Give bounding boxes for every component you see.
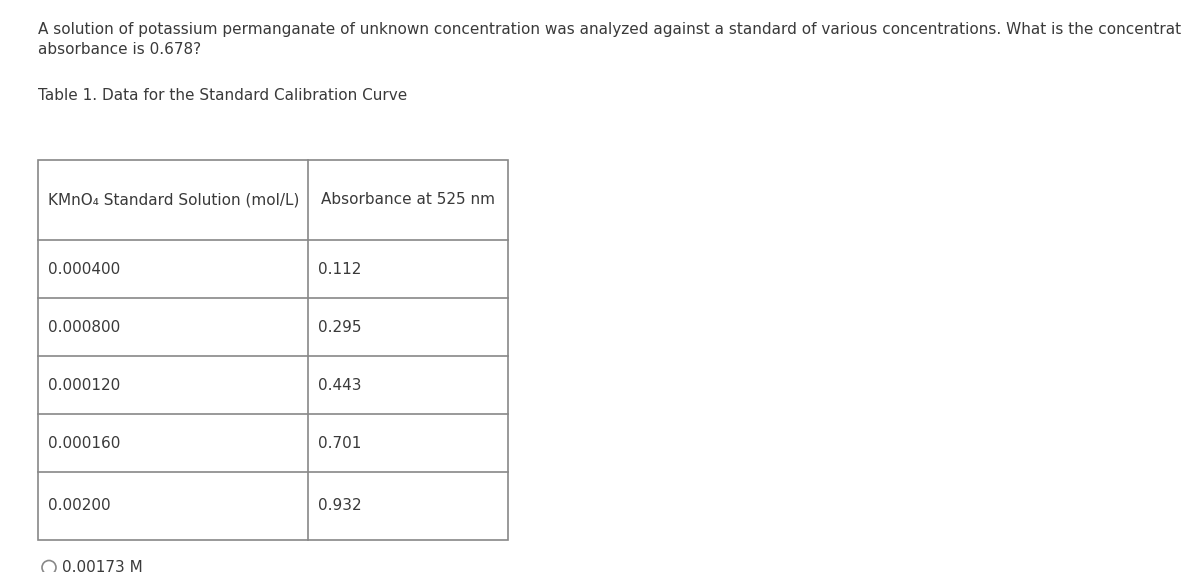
Text: 0.000400: 0.000400 [48, 261, 121, 276]
Text: 0.295: 0.295 [318, 320, 362, 335]
Text: Absorbance at 525 nm: Absorbance at 525 nm [322, 193, 495, 208]
Text: 0.00173 M: 0.00173 M [61, 560, 143, 572]
Text: 0.000160: 0.000160 [48, 435, 121, 451]
Text: 0.000800: 0.000800 [48, 320, 121, 335]
Text: KMnO₄ Standard Solution (mol/L): KMnO₄ Standard Solution (mol/L) [48, 193, 299, 208]
Text: 0.443: 0.443 [318, 378, 362, 392]
Text: 0.00200: 0.00200 [48, 499, 111, 514]
Text: absorbance is 0.678?: absorbance is 0.678? [38, 42, 201, 57]
Text: 0.701: 0.701 [318, 435, 362, 451]
Text: 0.932: 0.932 [318, 499, 362, 514]
Bar [38, 160, 508, 540]
Text: 0.112: 0.112 [318, 261, 362, 276]
Text: 0.000120: 0.000120 [48, 378, 121, 392]
Circle shape [43, 561, 56, 572]
Text: A solution of potassium permanganate of unknown concentration was analyzed again: A solution of potassium permanganate of … [38, 22, 1182, 37]
Text: Table 1. Data for the Standard Calibration Curve: Table 1. Data for the Standard Calibrati… [38, 88, 408, 103]
